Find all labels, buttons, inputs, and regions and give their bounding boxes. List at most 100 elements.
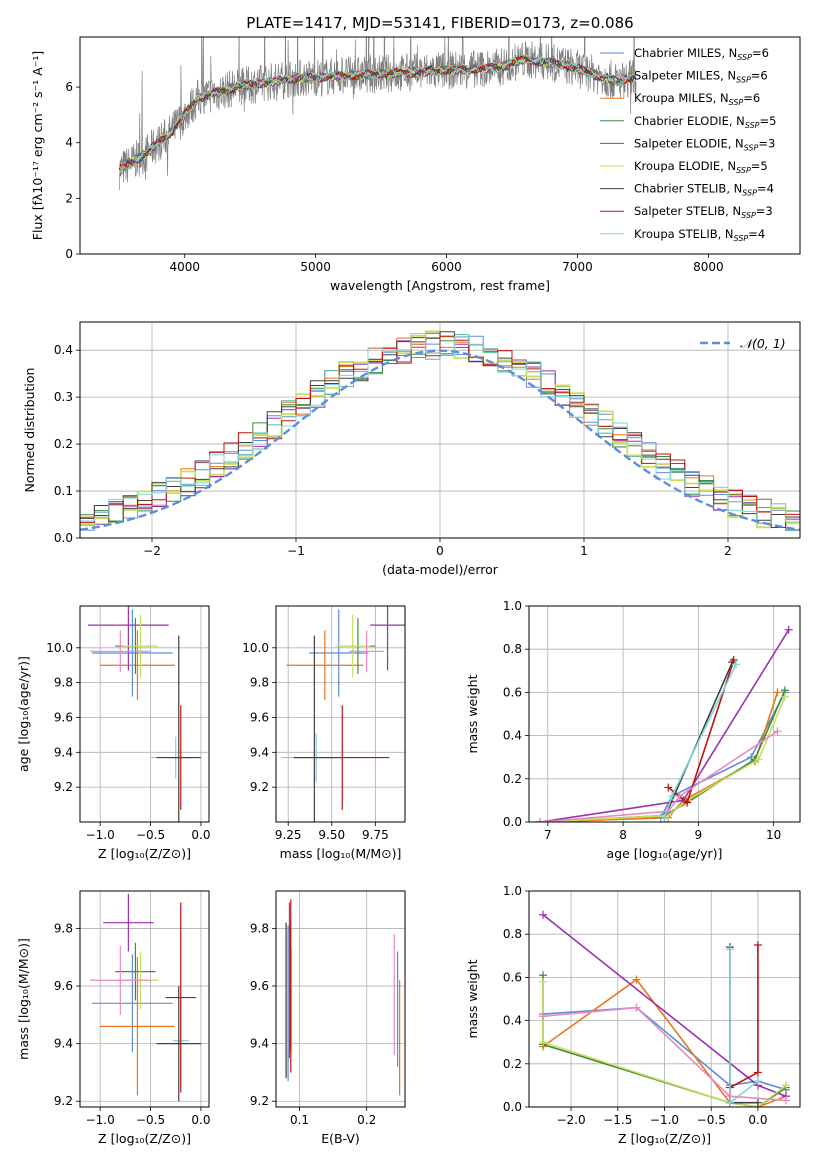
data-marker [753, 1068, 762, 1077]
x-tick-label: 1 [580, 544, 588, 558]
chart-residuals: −2 −1 0 1 2 0.0 0.1 0.2 0.3 0.4 (data-model)/error… [22, 321, 801, 577]
chart-age_vs_Z: −1.0 −0.5 0.0 9.2 9.4 9.6 9.8 10.0 Z [log₁₀(Z/Z⊙… [16, 605, 210, 861]
plot-area [118, 37, 637, 191]
mass-weight-series [540, 692, 779, 822]
x-tick-label: 9.75 [362, 828, 389, 842]
y-tick-label: 0.6 [503, 970, 522, 984]
y-tick-label: 9.8 [250, 676, 269, 690]
residuals-legend: 𝒩(0, 1) [700, 336, 786, 351]
mass-weight-series [540, 730, 778, 822]
x-tick-label: −1.0 [650, 1113, 679, 1127]
chart-weight_vs_age: 7 8 9 10 0.0 0.2 0.4 0.6 0.8 1.0 age [log₁₀(age/yr… [465, 599, 801, 861]
legend-entry: 𝒩(0, 1) [740, 336, 786, 351]
x-tick-label: −2 [143, 544, 161, 558]
errorbar-point [286, 630, 364, 701]
data-marker [683, 798, 692, 807]
y-tick-label: 0.8 [503, 927, 522, 941]
x-tick-label: −1.0 [86, 828, 115, 842]
y-axis-label: mass weight [465, 674, 480, 753]
data-marker [753, 941, 762, 949]
spectrum-model-line [118, 55, 637, 170]
errorbar-point [295, 705, 390, 810]
errorbar-point [156, 986, 201, 1102]
data-marker [781, 1081, 790, 1090]
y-tick-label: 0.4 [503, 729, 522, 743]
spectrum-model-line [118, 55, 637, 170]
figure-title: PLATE=1417, MJD=53141, FIBERID=0173, z=0… [246, 14, 633, 32]
errorbar-point [100, 957, 175, 1096]
plot-area [529, 891, 800, 1107]
x-axis-label: age [log₁₀(age/yr)] [607, 846, 723, 861]
data-marker [539, 977, 548, 986]
mass-weight-series [540, 689, 786, 822]
errorbar-point [92, 609, 173, 697]
y-tick-label: 9.2 [54, 1094, 73, 1108]
errorbar-point [170, 705, 191, 810]
axes-frame [528, 890, 801, 1108]
y-tick-label: 0.0 [54, 531, 73, 545]
errorbar-point [88, 606, 169, 671]
x-tick-label: 0.0 [748, 1113, 767, 1127]
legend-entry: Chabrier STELIB, NSSP=4 [634, 182, 774, 198]
mass-weight-series [542, 1006, 787, 1102]
data-marker [781, 1096, 790, 1105]
chart-mass_vs_EBV: 0.1 0.2 9.2 9.4 9.6 9.8 E(B-V) [250, 890, 406, 1146]
data-marker [539, 910, 548, 919]
errorbar-point [309, 609, 369, 697]
y-axis-label: Normed distribution [22, 368, 37, 493]
x-tick-label: 9.25 [275, 828, 302, 842]
data-marker [632, 975, 641, 984]
y-tick-label: 0.2 [503, 1057, 522, 1071]
data-marker [784, 625, 793, 634]
x-tick-label: 8000 [693, 260, 724, 274]
y-tick-label: 2 [65, 191, 73, 205]
y-tick-label: 9.4 [250, 745, 269, 759]
x-tick-label: 5000 [300, 260, 331, 274]
spectrum-legend: Chabrier MILES, NSSP=6 Salpeter MILES, NS… [600, 46, 776, 243]
legend-entry: Chabrier MILES, NSSP=6 [634, 46, 769, 62]
x-tick-label: −0.5 [697, 1113, 726, 1127]
y-tick-label: 9.6 [54, 979, 73, 993]
x-axis-label: E(B-V) [321, 1131, 360, 1146]
y-axis-label: age [log₁₀(age/yr)] [16, 656, 31, 772]
data-marker [725, 1092, 734, 1101]
y-tick-label: 0 [65, 247, 73, 261]
y-tick-label: 0.3 [54, 390, 73, 404]
x-tick-label: 2 [724, 544, 732, 558]
x-tick-label: −0.5 [136, 828, 165, 842]
data-marker [668, 792, 677, 801]
x-tick-label: 7000 [562, 260, 593, 274]
y-tick-label: 0.4 [503, 1014, 522, 1028]
data-marker [753, 1098, 762, 1107]
axes-frame [528, 605, 801, 823]
errorbar-point [349, 630, 385, 673]
y-tick-label: 0.1 [54, 484, 73, 498]
y-tick-label: 9.6 [250, 710, 269, 724]
y-tick-label: 10.0 [46, 641, 73, 655]
axes-frame [79, 321, 801, 539]
axes-frame [275, 605, 406, 823]
data-marker [773, 727, 782, 736]
x-axis-label: wavelength [Angstrom, rest frame] [330, 278, 550, 293]
y-axis-label: mass [log₁₀(M/M⊙)] [16, 938, 31, 1060]
errorbar-point [370, 606, 405, 671]
data-marker [664, 783, 673, 792]
legend-entry: Chabrier ELODIE, NSSP=5 [634, 114, 776, 130]
y-tick-label: 9.8 [250, 921, 269, 935]
y-tick-label: 0.0 [503, 1100, 522, 1114]
x-tick-label: 6000 [431, 260, 462, 274]
data-marker [780, 692, 789, 701]
x-tick-label: −2.0 [556, 1113, 585, 1127]
y-axis-label: mass weight [465, 959, 480, 1038]
y-tick-label: 1.0 [503, 599, 522, 613]
errorbar-point [90, 945, 151, 1015]
x-tick-label: 0.0 [191, 828, 210, 842]
x-tick-label: 0.0 [191, 1113, 210, 1127]
errorbar-point [90, 630, 151, 673]
x-tick-label: 7 [544, 828, 552, 842]
x-tick-label: 9.50 [318, 828, 345, 842]
data-marker [773, 688, 782, 697]
data-marker [632, 1003, 641, 1012]
y-tick-label: 4 [65, 136, 73, 150]
chart-age_vs_mass: 9.25 9.50 9.75 9.2 9.4 9.6 9.8 10.0 mass [log₁₀(… [242, 605, 406, 861]
